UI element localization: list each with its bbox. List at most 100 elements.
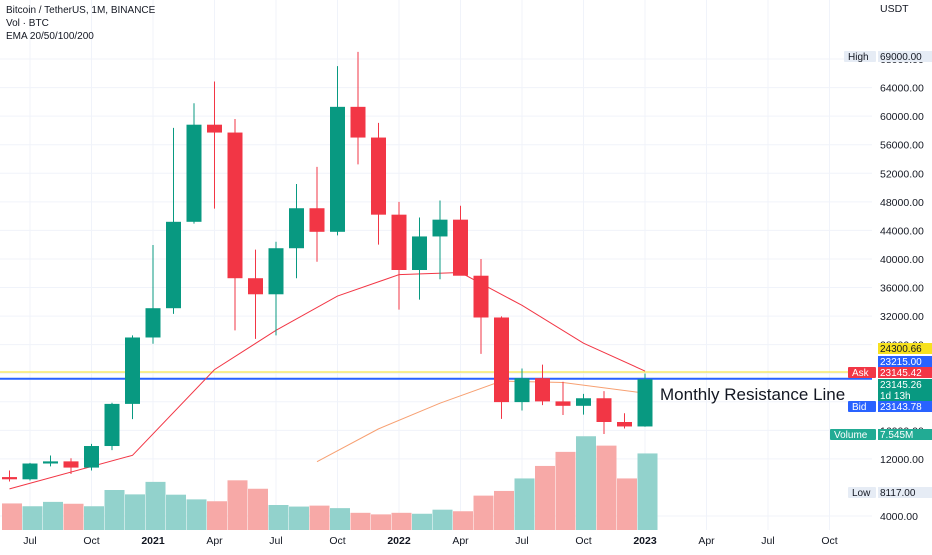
candle-body bbox=[2, 477, 17, 480]
candle-layer bbox=[2, 51, 653, 482]
volume-bar bbox=[248, 488, 268, 530]
candle-body bbox=[309, 208, 325, 232]
candle-body bbox=[289, 208, 304, 249]
time-tick-label: Jul bbox=[269, 535, 282, 547]
candle-body bbox=[514, 378, 530, 403]
volume-bar bbox=[596, 445, 617, 530]
price-badge: 24300.66 bbox=[878, 343, 932, 355]
volume-bar bbox=[412, 513, 432, 530]
badge-value-bg bbox=[878, 356, 932, 367]
candle-body bbox=[637, 379, 653, 427]
price-tick-label: 52000.00 bbox=[880, 168, 924, 180]
badge-value: 69000.00 bbox=[880, 52, 922, 63]
price-badge: Low 8117.00 bbox=[848, 487, 932, 499]
volume-bar bbox=[637, 453, 658, 530]
price-tick-label: 36000.00 bbox=[880, 283, 924, 295]
candle-body bbox=[596, 398, 612, 422]
time-tick-label: Jul bbox=[23, 535, 36, 547]
grid-layer bbox=[0, 0, 872, 530]
candle-body bbox=[104, 403, 120, 447]
price-tick-label: 40000.00 bbox=[880, 254, 924, 266]
ema-fast-line bbox=[9, 272, 646, 490]
price-tick-label: 56000.00 bbox=[880, 140, 924, 152]
badge-value-bg bbox=[878, 487, 932, 498]
badge-label-bg bbox=[830, 429, 876, 440]
badge-value-bg bbox=[878, 401, 932, 412]
badge-label-bg bbox=[844, 51, 876, 62]
badge-value-bg bbox=[878, 51, 932, 62]
badge-label: Bid bbox=[852, 402, 866, 413]
candle-body bbox=[617, 421, 632, 427]
candle-body bbox=[63, 461, 79, 468]
badge-value: 23145.42 bbox=[880, 368, 922, 379]
candle-body bbox=[371, 137, 386, 215]
badge-label: Ask bbox=[852, 368, 870, 379]
badge-label: Volume bbox=[834, 430, 868, 441]
price-axis-currency: USDT bbox=[880, 3, 909, 15]
legend-ema: EMA 20/50/100/200 bbox=[6, 31, 94, 42]
volume-bar bbox=[207, 501, 227, 530]
volume-bar bbox=[617, 478, 637, 530]
candle-body bbox=[555, 401, 571, 406]
time-tick-label: Oct bbox=[821, 535, 837, 547]
volume-bar bbox=[227, 480, 248, 530]
volume-layer bbox=[2, 436, 658, 530]
price-badge: High 69000.00 bbox=[844, 51, 932, 63]
volume-bar bbox=[84, 506, 104, 530]
price-tick-label: 44000.00 bbox=[880, 225, 924, 237]
time-tick-label: Apr bbox=[698, 535, 715, 547]
volume-bar bbox=[125, 494, 145, 530]
candle-body bbox=[432, 219, 448, 237]
volume-bar bbox=[166, 494, 186, 530]
badge-value-bg bbox=[878, 429, 932, 440]
candle-body bbox=[84, 446, 99, 468]
line-layer: Monthly Resistance Line bbox=[0, 272, 872, 490]
badge-value: 23145.26 bbox=[880, 380, 922, 391]
price-tick-label: 48000.00 bbox=[880, 197, 924, 209]
volume-bar bbox=[22, 506, 43, 530]
ema-slow-line bbox=[316, 380, 646, 463]
time-tick-label: 2021 bbox=[141, 535, 165, 547]
candle-body bbox=[207, 124, 222, 133]
badge-value-bg bbox=[878, 343, 932, 354]
badge-label-bg bbox=[848, 401, 876, 412]
candle-body bbox=[330, 106, 345, 232]
candle-body bbox=[125, 337, 140, 404]
badge-value: 7.545M bbox=[880, 430, 913, 441]
chart-legend: Bitcoin / TetherUS, 1M, BINANCE Vol · BT… bbox=[6, 4, 155, 43]
volume-bar bbox=[371, 514, 391, 530]
time-tick-label: Jul bbox=[761, 535, 774, 547]
candle-body bbox=[494, 317, 509, 403]
volume-bar bbox=[2, 503, 22, 530]
volume-bar bbox=[309, 505, 330, 530]
volume-bar bbox=[330, 508, 350, 530]
candle-body bbox=[576, 398, 591, 406]
candle-body bbox=[453, 219, 468, 276]
volume-bar bbox=[391, 512, 412, 530]
volume-bar bbox=[350, 512, 371, 530]
axis-layer: 4000.0012000.0016000.0020000.0024000.002… bbox=[23, 3, 924, 547]
time-tick-label: Oct bbox=[575, 535, 591, 547]
time-tick-label: 2022 bbox=[387, 535, 411, 547]
volume-bar bbox=[453, 511, 473, 530]
price-tick-label: 12000.00 bbox=[880, 454, 924, 466]
volume-bar bbox=[535, 465, 555, 530]
annotation-text: Monthly Resistance Line bbox=[660, 385, 845, 404]
badge-value: 8117.00 bbox=[880, 488, 916, 499]
time-tick-label: Jul bbox=[515, 535, 528, 547]
candle-body bbox=[268, 248, 284, 295]
volume-bar bbox=[514, 478, 535, 530]
time-tick-label: Oct bbox=[329, 535, 345, 547]
time-tick-label: 2023 bbox=[633, 535, 657, 547]
volume-bar bbox=[63, 503, 84, 530]
price-tick-label: 4000.00 bbox=[880, 511, 918, 523]
volume-bar bbox=[43, 501, 63, 530]
price-badge: 23215.00 bbox=[878, 356, 932, 368]
candle-body bbox=[473, 275, 489, 318]
badge-value-bg bbox=[878, 367, 932, 378]
candle-body bbox=[145, 308, 161, 338]
